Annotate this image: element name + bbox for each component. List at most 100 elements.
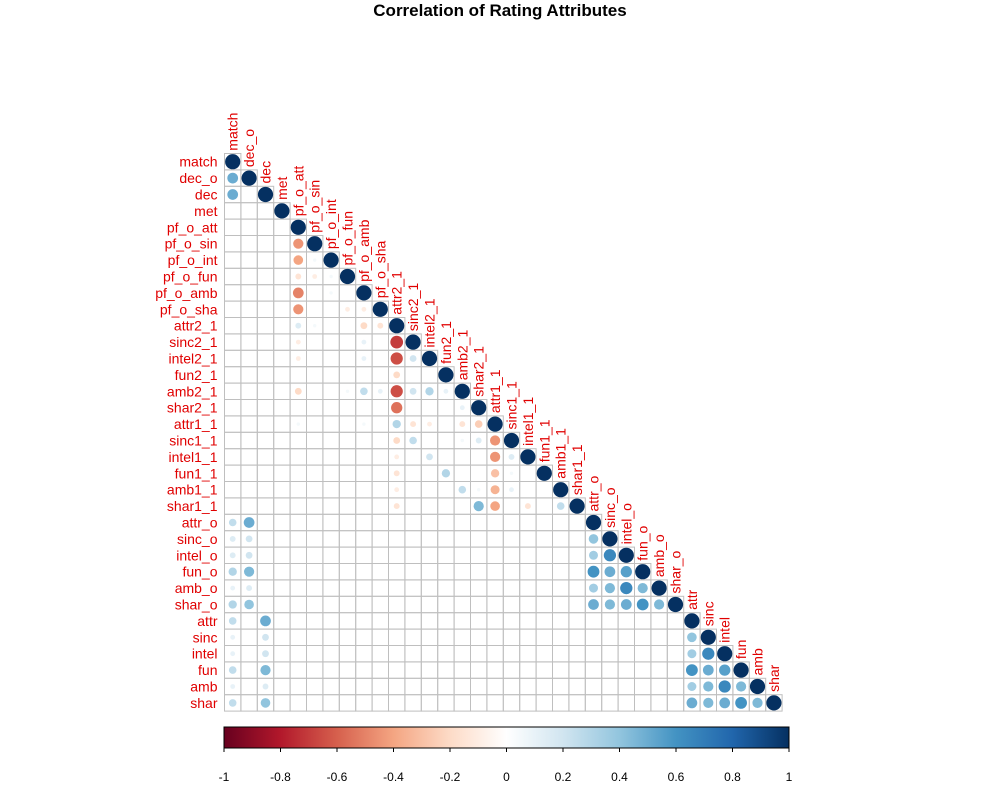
grid-cell: [535, 612, 553, 630]
grid-cell: [371, 546, 390, 564]
grid-cell: [273, 251, 291, 269]
correlation-circle: [290, 219, 306, 235]
correlation-circle: [604, 583, 616, 594]
grid-cell: [486, 612, 504, 630]
grid-cell: [388, 612, 406, 630]
grid-cell: [240, 366, 258, 384]
row-label: fun: [198, 662, 217, 678]
correlation-circle: [409, 355, 417, 362]
correlation-circle: [227, 172, 239, 184]
correlation-circle: [409, 436, 417, 445]
grid-cell: [240, 300, 258, 319]
grid-cell: [420, 399, 439, 417]
grid-cell: [453, 448, 472, 466]
grid-cell: [289, 464, 308, 483]
grid-cell: [240, 677, 258, 696]
correlation-circle: [473, 501, 484, 512]
grid-cell: [273, 628, 291, 646]
grid-cell: [666, 645, 685, 663]
grid-cell: [502, 661, 521, 679]
grid-cell: [273, 366, 291, 384]
grid-cell: [322, 497, 340, 515]
grid-cell: [289, 645, 308, 663]
correlation-circle: [752, 697, 763, 709]
grid-cell: [306, 399, 324, 417]
grid-cell: [420, 546, 439, 564]
grid-cell: [240, 284, 258, 302]
column-label: amb2_1: [454, 329, 470, 380]
grid-cell: [371, 563, 390, 581]
correlation-circle: [243, 517, 255, 528]
grid-cell: [420, 431, 439, 450]
grid-cell: [486, 530, 504, 548]
grid-cell: [470, 579, 488, 597]
grid-cell: [420, 464, 439, 483]
correlation-circle: [490, 469, 500, 478]
grid-cell: [256, 513, 275, 532]
correlation-circle: [410, 421, 417, 428]
correlation-circle: [686, 697, 698, 709]
grid-cell: [453, 513, 472, 532]
grid-cell: [437, 546, 455, 564]
correlation-circle: [361, 306, 367, 312]
grid-cell: [355, 677, 373, 696]
grid-cell: [240, 185, 258, 204]
grid-cell: [273, 579, 291, 597]
grid-cell: [486, 579, 504, 597]
grid-cell: [552, 530, 570, 548]
correlation-circle: [228, 518, 237, 527]
correlation-circle: [425, 387, 434, 396]
grid-cell: [224, 382, 242, 401]
grid-cell: [338, 546, 357, 564]
grid-cell: [338, 694, 357, 712]
grid-cell: [437, 513, 455, 532]
grid-cell: [224, 317, 242, 335]
grid-cell: [256, 317, 275, 335]
grid-cell: [552, 513, 570, 532]
grid-cell: [519, 513, 537, 532]
colorbar-tick-label: -0.2: [440, 770, 461, 784]
correlation-circle: [637, 583, 648, 594]
grid-cell: [404, 595, 422, 614]
grid-cell: [584, 694, 603, 712]
grid-cell: [486, 513, 504, 532]
grid-cell: [437, 497, 455, 515]
grid-cell: [437, 661, 455, 679]
correlation-circle: [443, 388, 449, 394]
correlation-circle: [390, 385, 403, 398]
grid-cell: [306, 464, 324, 483]
correlation-circle: [295, 322, 302, 329]
correlation-circle: [313, 258, 317, 262]
grid-cell: [273, 530, 291, 548]
grid-cell: [306, 481, 324, 499]
grid-cell: [306, 448, 324, 466]
correlation-circle: [703, 697, 714, 709]
grid-cell: [437, 694, 455, 712]
grid-cell: [273, 661, 291, 679]
grid-cell: [371, 628, 390, 646]
grid-cell: [371, 612, 390, 630]
grid-cell: [437, 448, 455, 466]
grid-cell: [453, 579, 472, 597]
grid-cell: [322, 628, 340, 646]
grid-cell: [240, 382, 258, 401]
grid-cell: [502, 563, 521, 581]
grid-cell: [338, 661, 357, 679]
grid-cell: [240, 612, 258, 630]
grid-cell: [306, 595, 324, 614]
row-label: shar_o: [175, 597, 218, 613]
grid-cell: [486, 661, 504, 679]
grid-cell: [224, 300, 242, 319]
grid-cell: [224, 448, 242, 466]
correlation-circle: [426, 453, 433, 461]
correlation-circle: [604, 599, 616, 610]
grid-cell: [224, 415, 242, 433]
correlation-circle: [459, 421, 466, 428]
column-label: intel_o: [618, 503, 634, 544]
grid-cell: [256, 235, 275, 253]
correlation-circle: [227, 189, 239, 200]
grid-cell: [224, 251, 242, 269]
grid-cell: [519, 661, 537, 679]
grid-cell: [453, 595, 472, 614]
grid-cell: [355, 464, 373, 483]
